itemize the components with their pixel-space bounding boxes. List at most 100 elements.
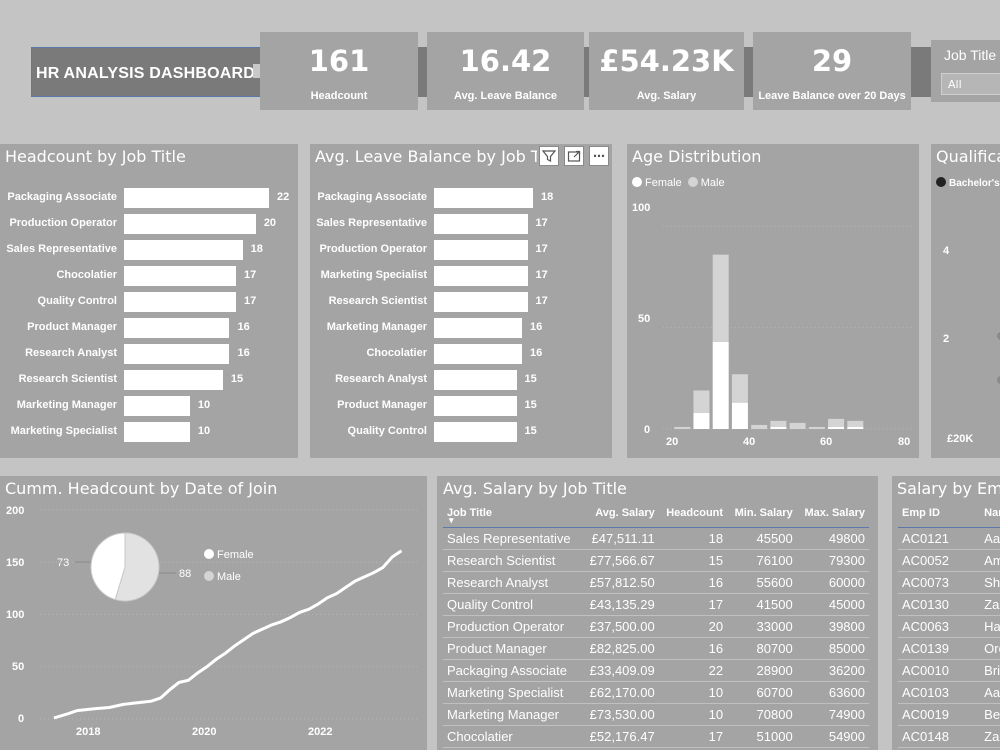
- bar[interactable]: [434, 318, 522, 338]
- bar-value-label: 17: [244, 295, 257, 307]
- bar[interactable]: [124, 266, 237, 286]
- male-bar[interactable]: [770, 420, 787, 427]
- bar[interactable]: [124, 370, 223, 390]
- female-bar[interactable]: [828, 426, 845, 429]
- bar-row[interactable]: Product Manager 15: [310, 396, 608, 416]
- bar[interactable]: [124, 214, 256, 234]
- kpi-label: Leave Balance over 20 Days: [758, 90, 906, 102]
- bar-row[interactable]: Research Analyst 15: [310, 370, 608, 390]
- pie-slice-male[interactable]: [114, 532, 160, 602]
- bar[interactable]: [434, 240, 528, 260]
- bar-row[interactable]: Production Operator 20: [0, 214, 298, 234]
- column-header[interactable]: Max. Salary: [796, 500, 869, 528]
- focus-mode-icon[interactable]: [564, 146, 584, 166]
- more-options-icon[interactable]: ⋯: [589, 146, 609, 166]
- column-header[interactable]: Avg. Salary: [581, 500, 659, 528]
- table-row[interactable]: AC0052Ambro: [898, 549, 1000, 572]
- table-row[interactable]: AC0139Oreo D: [898, 637, 1000, 660]
- filter-icon[interactable]: [539, 146, 559, 166]
- table-row[interactable]: AC0063Halime: [898, 615, 1000, 638]
- bar[interactable]: [434, 370, 517, 390]
- bar[interactable]: [434, 396, 517, 416]
- bar-row[interactable]: Sales Representative 17: [310, 214, 608, 234]
- table-cell: 70800: [727, 703, 797, 726]
- bar[interactable]: [124, 318, 230, 338]
- bar[interactable]: [124, 292, 237, 312]
- bar-row[interactable]: Marketing Manager 16: [310, 318, 608, 338]
- table-cell: AC0139: [898, 637, 981, 660]
- panel-title: Age Distribution: [632, 147, 762, 166]
- bar-row[interactable]: Chocolatier 17: [0, 266, 298, 286]
- bar-row[interactable]: Marketing Specialist 17: [310, 266, 608, 286]
- table-row[interactable]: Sales Representative £47,511.11 18 45500 498…: [443, 527, 869, 550]
- bar-row[interactable]: Packaging Associate 18: [310, 188, 608, 208]
- male-bar[interactable]: [789, 422, 806, 429]
- bar-row[interactable]: Packaging Associate 22: [0, 188, 298, 208]
- bar-row[interactable]: Production Operator 17: [310, 240, 608, 260]
- male-bar[interactable]: [674, 426, 691, 429]
- female-bar[interactable]: [693, 412, 710, 429]
- cumm-headcount-line[interactable]: [53, 549, 403, 720]
- male-bar[interactable]: [808, 426, 825, 429]
- bar[interactable]: [124, 188, 269, 208]
- column-header[interactable]: Min. Salary: [727, 500, 797, 528]
- male-bar[interactable]: [847, 420, 864, 427]
- female-bar[interactable]: [731, 402, 748, 429]
- bar-row[interactable]: Research Analyst 16: [0, 344, 298, 364]
- pie-slice-female[interactable]: [90, 532, 126, 601]
- male-bar[interactable]: [751, 424, 768, 429]
- female-bar[interactable]: [712, 341, 729, 429]
- table-row[interactable]: Quality Control £43,135.29 17 41500 45000: [443, 593, 869, 616]
- bar[interactable]: [434, 188, 533, 208]
- table-row[interactable]: Chocolatier £52,176.47 17 51000 54900: [443, 725, 869, 748]
- bar[interactable]: [124, 422, 190, 442]
- bar-row[interactable]: Product Manager 16: [0, 318, 298, 338]
- table-row[interactable]: AC0019Beverie: [898, 703, 1000, 726]
- bar[interactable]: [434, 344, 522, 364]
- column-header[interactable]: Headcount: [658, 500, 728, 528]
- table-row[interactable]: AC0103Aarav: [898, 681, 1000, 704]
- bar[interactable]: [434, 266, 528, 286]
- bar-row[interactable]: Marketing Manager 10: [0, 396, 298, 416]
- column-header[interactable]: Emp ID: [898, 500, 981, 528]
- table-row[interactable]: AC0121Aarav: [898, 527, 1000, 550]
- table-row[interactable]: AC0010Brien E: [898, 659, 1000, 682]
- table-row[interactable]: Marketing Specialist £62,170.00 10 60700 636…: [443, 681, 869, 704]
- bar-row[interactable]: Marketing Specialist 10: [0, 422, 298, 442]
- female-bar[interactable]: [770, 426, 787, 429]
- male-bar[interactable]: [693, 390, 710, 413]
- male-bar[interactable]: [828, 418, 845, 427]
- column-header[interactable]: Name: [980, 500, 1000, 528]
- job-title-dropdown[interactable]: All: [941, 73, 1000, 95]
- bar[interactable]: [434, 292, 528, 312]
- bar-row[interactable]: Quality Control 17: [0, 292, 298, 312]
- sort-descending-icon[interactable]: ▾: [449, 515, 454, 525]
- bar-row[interactable]: Chocolatier 16: [310, 344, 608, 364]
- female-bar[interactable]: [847, 426, 864, 429]
- bar-value-label: 16: [530, 321, 543, 333]
- bar[interactable]: [434, 422, 517, 442]
- bar-row[interactable]: Quality Control 15: [310, 422, 608, 442]
- table-cell: 41500: [727, 593, 797, 616]
- table-row[interactable]: Packaging Associate £33,409.09 22 28900 3620…: [443, 659, 869, 682]
- table-row[interactable]: Product Manager £82,825.00 16 80700 85000: [443, 637, 869, 660]
- male-bar[interactable]: [712, 254, 729, 342]
- table-row[interactable]: Research Scientist £77,566.67 15 76100 79300: [443, 549, 869, 572]
- bar[interactable]: [124, 344, 230, 364]
- table-row[interactable]: Marketing Manager £73,530.00 10 70800 74900: [443, 703, 869, 726]
- bar-row[interactable]: Research Scientist 15: [0, 370, 298, 390]
- bar-row[interactable]: Sales Representative 18: [0, 240, 298, 260]
- table-cell: 18: [658, 527, 728, 550]
- table-row[interactable]: Research Analyst £57,812.50 16 55600 60000: [443, 571, 869, 594]
- table-row[interactable]: AC0148Zara V: [898, 725, 1000, 748]
- table-row[interactable]: Production Operator £37,500.00 20 33000 3980…: [443, 615, 869, 638]
- column-header[interactable]: Job Title ▾: [443, 500, 582, 528]
- bar[interactable]: [124, 396, 190, 416]
- male-bar[interactable]: [731, 374, 748, 403]
- scatter-point: [997, 376, 1000, 384]
- bar[interactable]: [124, 240, 243, 260]
- bar[interactable]: [434, 214, 528, 234]
- bar-row[interactable]: Research Scientist 17: [310, 292, 608, 312]
- table-row[interactable]: AC0130Zara C: [898, 593, 1000, 616]
- table-row[interactable]: AC0073Shayn: [898, 571, 1000, 594]
